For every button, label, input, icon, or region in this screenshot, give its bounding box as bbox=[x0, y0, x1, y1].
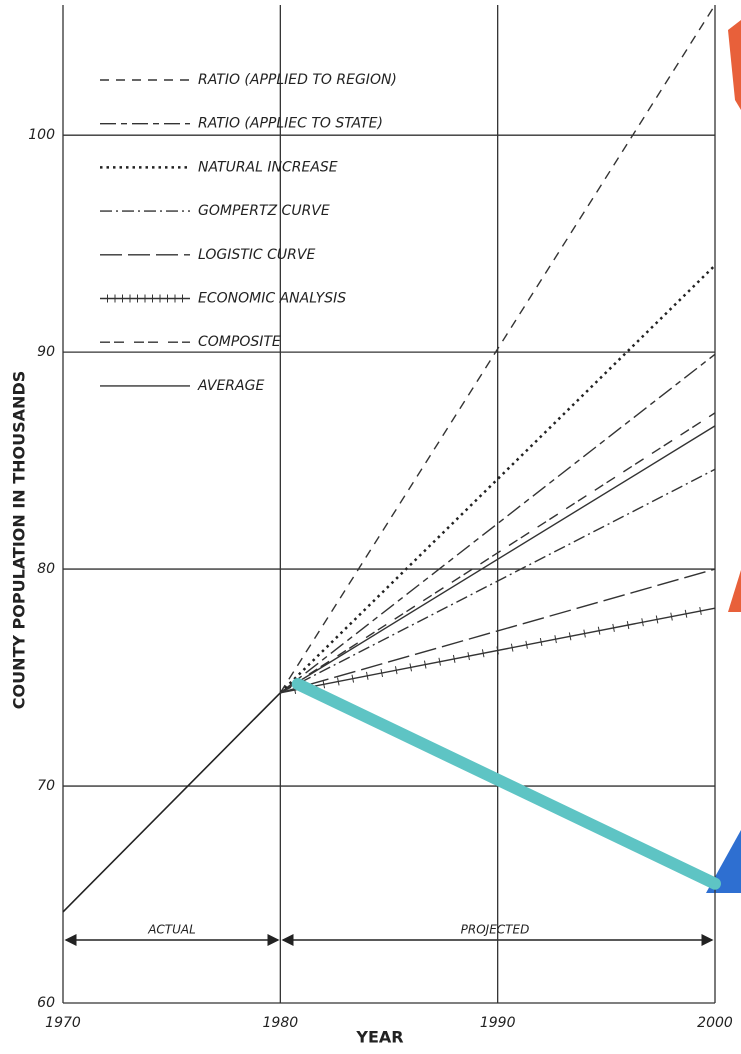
tick-hatch bbox=[322, 680, 326, 689]
legend-label: GOMPERTZ CURVE bbox=[198, 203, 330, 219]
tick-hatch bbox=[597, 626, 601, 635]
projection-line bbox=[279, 412, 716, 694]
tick-hatch bbox=[684, 609, 688, 618]
legend-label: RATIO (APPLIED TO REGION) bbox=[198, 72, 397, 88]
tick-hatch bbox=[366, 671, 369, 680]
y-tick-label: 70 bbox=[37, 778, 55, 794]
projection-line bbox=[280, 568, 716, 694]
legend-label: LOGISTIC CURVE bbox=[198, 247, 315, 263]
tick-hatch bbox=[452, 654, 456, 663]
legend-label: NATURAL INCREASE bbox=[198, 159, 338, 175]
decor-shape bbox=[728, 20, 741, 110]
tick-hatch bbox=[409, 663, 412, 672]
legend-label: RATIO (APPLIEC TO STATE) bbox=[198, 116, 383, 132]
x-tick-label: 1970 bbox=[45, 1015, 81, 1031]
actual-line bbox=[62, 692, 281, 913]
x-tick-label: 1990 bbox=[480, 1015, 516, 1031]
tick-hatch bbox=[655, 615, 659, 624]
tick-hatch bbox=[554, 635, 557, 644]
x-axis-label: YEAR bbox=[355, 1028, 403, 1047]
annotation: ACTUAL bbox=[147, 923, 196, 937]
tick-hatch bbox=[423, 660, 427, 669]
tick-hatch bbox=[641, 618, 644, 627]
decor-shape bbox=[728, 570, 741, 612]
tick-hatch bbox=[568, 632, 572, 641]
tick-hatch bbox=[496, 646, 499, 655]
tick-hatch bbox=[612, 623, 615, 632]
y-tick-label: 80 bbox=[37, 561, 55, 577]
legend-label: COMPOSITE bbox=[198, 334, 281, 350]
projection-line bbox=[279, 4, 716, 694]
tick-hatch bbox=[670, 612, 673, 621]
y-tick-label: 90 bbox=[37, 344, 55, 360]
overlay-line bbox=[291, 678, 721, 890]
legend-label: AVERAGE bbox=[197, 378, 264, 394]
projection-line bbox=[279, 425, 716, 694]
projection-line bbox=[279, 353, 716, 694]
projection-line bbox=[279, 264, 716, 694]
tick-hatch bbox=[583, 629, 586, 638]
y-axis-label: COUNTY POPULATION IN THOUSANDS bbox=[10, 371, 29, 710]
y-tick-label: 60 bbox=[37, 995, 55, 1011]
tick-hatch bbox=[351, 674, 355, 683]
annotation: PROJECTED bbox=[461, 923, 530, 937]
tick-hatch bbox=[510, 643, 514, 652]
tick-hatch bbox=[337, 677, 340, 686]
tick-hatch bbox=[699, 606, 702, 615]
tick-hatch bbox=[481, 649, 485, 658]
y-tick-label: 100 bbox=[28, 127, 55, 143]
x-tick-label: 1980 bbox=[263, 1015, 299, 1031]
tick-hatch bbox=[539, 637, 543, 647]
tick-hatch bbox=[467, 652, 470, 661]
x-tick-label: 2000 bbox=[697, 1015, 733, 1031]
legend-label: ECONOMIC ANALYSIS bbox=[198, 291, 346, 307]
tick-hatch bbox=[394, 666, 398, 675]
tick-hatch bbox=[626, 621, 630, 630]
tick-hatch bbox=[438, 657, 441, 666]
projection-line bbox=[280, 468, 716, 694]
tick-hatch bbox=[525, 640, 528, 649]
tick-hatch bbox=[380, 668, 384, 678]
